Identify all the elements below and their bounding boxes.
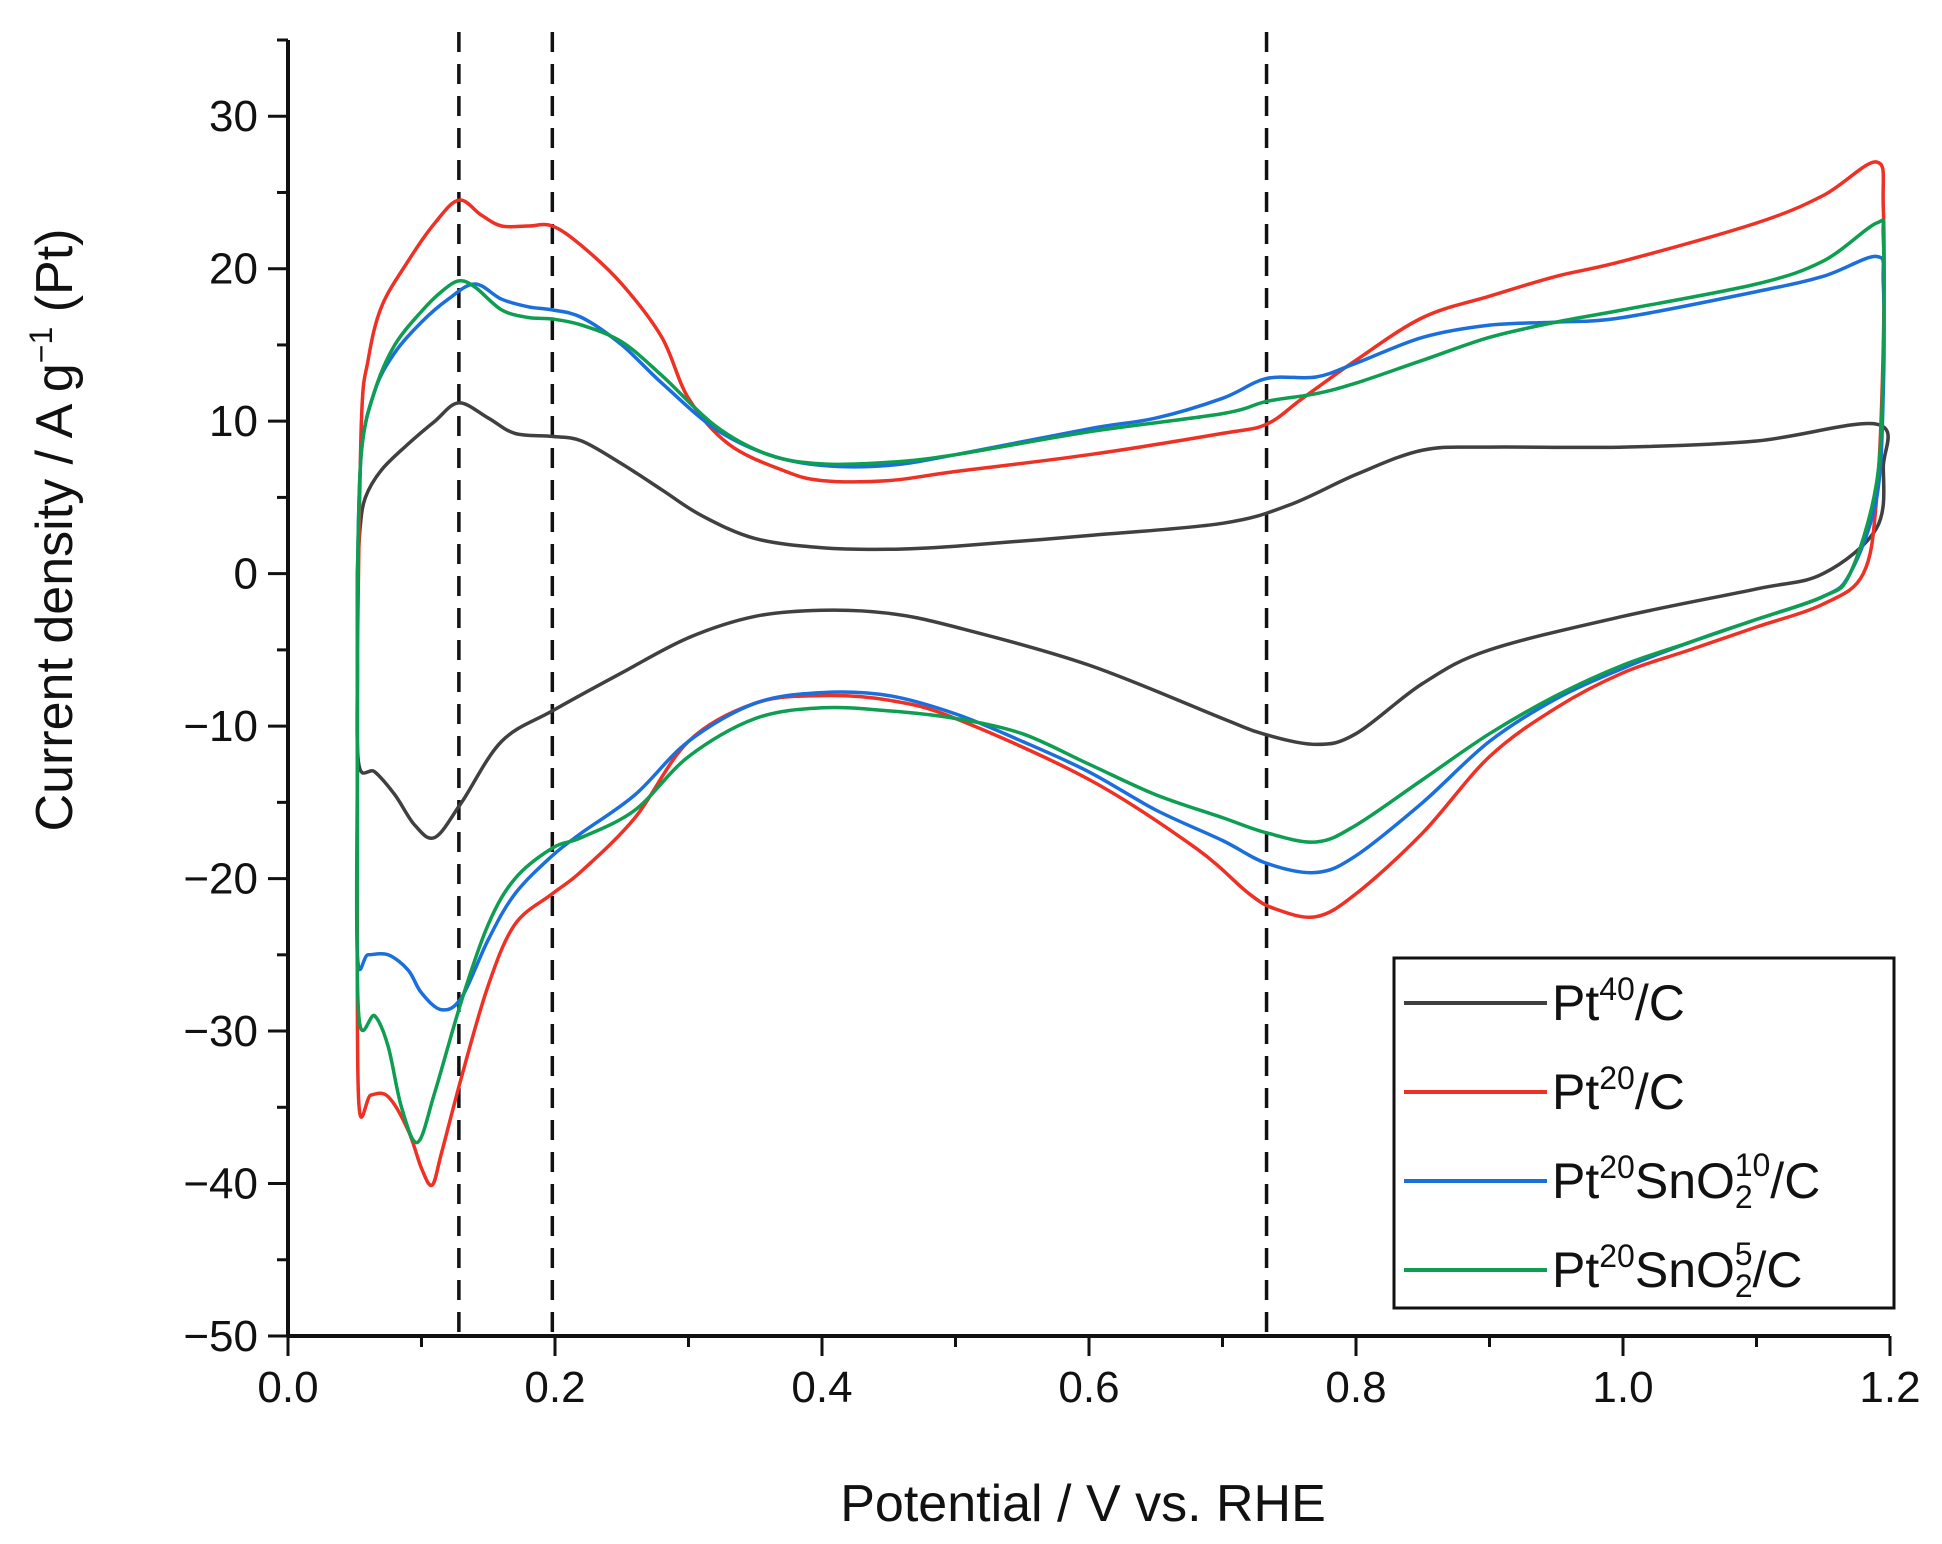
x-tick-label: 0.4 [791,1363,852,1412]
legend-label-part: SnO [1635,1242,1735,1298]
axes: 0.0 0.2 0.4 0.6 0.8 1.0 1.2 30 20 10 0 −10 −20 −30 −4… [183,38,1921,1412]
series-line-1 [355,401,1890,841]
legend-label-part: Pt [1552,1064,1599,1120]
legend-box [1392,956,1896,1310]
legend-label-part: Pt [1552,1242,1599,1298]
x-axis-title: Potential / V vs. RHE [840,1475,1326,1533]
x-tick-label: 1.2 [1859,1363,1920,1412]
x-tick-label: 0.8 [1325,1363,1386,1412]
y-axis-title-exponent: −1 [23,327,59,363]
legend-label-part: Pt [1552,1153,1599,1209]
series-line-4 [355,218,1886,1145]
legend-label-4: Pt20SnO25/C [1552,1236,1803,1304]
y-axis-title-main: Current density / A g [26,363,84,831]
legend-label-part: 20 [1599,1238,1635,1274]
y-ticks: 30 20 10 0 −10 −20 −30 −40 −50 [183,38,288,1361]
y-axis-title-unit: (Pt) [26,229,84,327]
legend-label-1: Pt40/C [1552,971,1685,1031]
y-tick-label: −20 [183,855,258,904]
legend-label-part: /C [1770,1153,1820,1209]
y-tick-label: −10 [183,702,258,751]
y-tick-label: 10 [209,397,258,446]
legend-label-part: SnO [1635,1153,1735,1209]
legend-label-part: /C [1635,1064,1685,1120]
y-tick-label: 0 [234,550,258,599]
x-tick-label: 0.2 [524,1363,585,1412]
legend-label-part: /C [1635,975,1685,1031]
legend-label-part: 2 [1735,1179,1753,1215]
legend-label-2: Pt20/C [1552,1060,1685,1120]
x-tick-label: 0.6 [1058,1363,1119,1412]
legend-label-part: 20 [1599,1149,1635,1185]
legend-label-3: Pt20SnO210/C [1552,1147,1820,1215]
y-tick-label: −40 [183,1160,258,1209]
series-line-2 [355,160,1886,1188]
legend-label-part: 5 [1735,1236,1753,1272]
series-layer [354,160,1890,1188]
legend-label-part: 20 [1599,1060,1635,1096]
reference-lines [457,32,1269,1336]
x-tick-label: 0.0 [257,1363,318,1412]
x-tick-label: 1.0 [1592,1363,1653,1412]
legend-label-part: /C [1753,1242,1803,1298]
legend-label-part: 40 [1599,971,1635,1007]
y-tick-label: −30 [183,1007,258,1056]
y-tick-label: −50 [183,1312,258,1361]
y-axis-title: Current density / A g−1 (Pt) [23,229,84,832]
legend-label-part: Pt [1552,975,1599,1031]
y-tick-label: 20 [209,245,258,294]
legend-label-part: 2 [1735,1268,1753,1304]
y-tick-label: 30 [209,92,258,141]
legend-label-part: 10 [1735,1147,1771,1183]
x-ticks: 0.0 0.2 0.4 0.6 0.8 1.0 1.2 [257,1336,1921,1412]
